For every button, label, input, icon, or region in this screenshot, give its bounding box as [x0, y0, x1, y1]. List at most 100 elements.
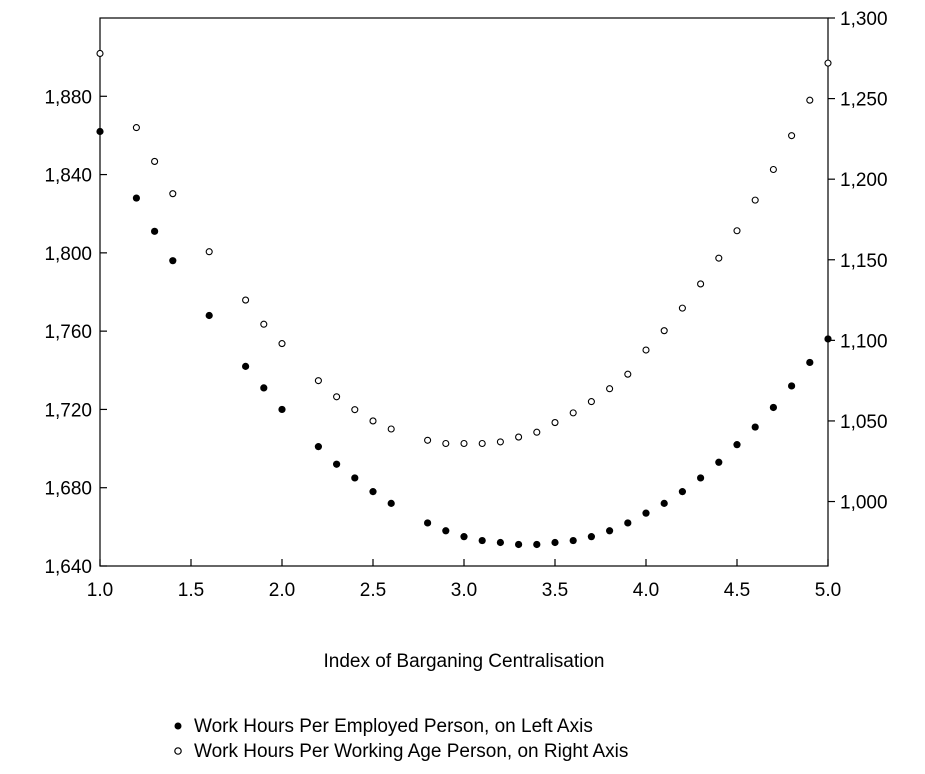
left-y-tick-label: 1,800: [44, 244, 92, 265]
employed-hours-point: [606, 527, 614, 535]
employed-hours-point: [96, 127, 104, 136]
working-age-hours-point: [769, 165, 777, 174]
employed-hours-point: [678, 488, 687, 496]
working-age-hours-point: [697, 280, 705, 288]
legend-marker-open: [174, 747, 182, 755]
left-y-tick-label: 1,640: [44, 557, 92, 578]
legend-label-left-series: Work Hours Per Employed Person, on Left …: [194, 716, 593, 737]
working-age-hours-point: [715, 254, 723, 262]
right-y-tick-label: 1,250: [840, 90, 888, 111]
employed-hours-point: [587, 533, 596, 541]
right-y-tick-label: 1,100: [840, 331, 888, 352]
legend-marker-filled: [174, 722, 182, 730]
employed-hours-point: [151, 227, 159, 235]
x-axis-title: Index of Barganing Centralisation: [324, 651, 605, 672]
left-y-tick-label: 1,880: [44, 87, 92, 108]
working-age-hours-point: [606, 385, 614, 393]
employed-hours-point: [333, 460, 341, 468]
employed-hours-point: [387, 499, 395, 507]
working-age-hours-point: [132, 124, 140, 132]
working-age-hours-point: [678, 304, 686, 312]
working-age-hours-point: [242, 296, 250, 304]
working-age-hours-point: [751, 196, 759, 204]
working-age-hours-point: [387, 425, 395, 433]
working-age-hours-point: [733, 227, 741, 235]
employed-hours-point: [132, 194, 140, 202]
x-tick-label: 1.5: [178, 580, 204, 601]
employed-hours-point: [569, 536, 577, 545]
working-age-hours-point: [96, 49, 104, 58]
working-age-hours-point: [260, 320, 268, 328]
x-tick-label: 3.5: [542, 580, 568, 601]
working-age-hours-point: [515, 433, 523, 441]
x-tick-label: 3.0: [451, 580, 477, 601]
right-y-tick-label: 1,050: [840, 412, 888, 433]
working-age-hours-point: [333, 393, 341, 401]
employed-hours-point: [551, 538, 559, 547]
plot-frame: [99, 17, 829, 567]
right-y-tick-label: 1,000: [840, 493, 888, 514]
left-y-tick-label: 1,720: [44, 400, 92, 421]
legend: Work Hours Per Employed Person, on Left …: [174, 716, 628, 762]
employed-hours-point: [806, 358, 814, 367]
right-y-tick-label: 1,150: [840, 251, 888, 272]
marks-layer: [96, 49, 832, 549]
working-age-hours-point: [587, 398, 595, 406]
working-age-hours-point: [314, 377, 322, 385]
employed-hours-point: [660, 499, 668, 507]
working-age-hours-point: [551, 419, 559, 427]
employed-hours-point: [314, 443, 322, 451]
employed-hours-point: [715, 458, 723, 466]
x-tick-label: 4.0: [633, 580, 659, 601]
working-age-hours-point: [151, 157, 159, 165]
left-y-tick-label: 1,840: [44, 166, 92, 187]
employed-hours-point: [733, 441, 741, 449]
working-age-hours-point: [788, 132, 796, 140]
employed-hours-point: [515, 540, 523, 549]
employed-hours-point: [533, 540, 541, 549]
left-y-tick-label: 1,680: [44, 479, 92, 500]
employed-hours-point: [351, 474, 359, 482]
left-y-tick-label: 1,760: [44, 322, 92, 343]
employed-hours-point: [278, 405, 286, 414]
employed-hours-point: [242, 362, 250, 370]
working-age-hours-point: [824, 59, 832, 67]
employed-hours-point: [260, 384, 268, 392]
working-age-hours-point: [205, 248, 213, 256]
employed-hours-point: [769, 403, 778, 412]
working-age-hours-point: [569, 409, 577, 417]
employed-hours-point: [496, 538, 504, 547]
working-age-hours-point: [660, 327, 668, 335]
working-age-hours-point: [442, 439, 450, 448]
working-age-hours-point: [460, 439, 468, 448]
employed-hours-point: [624, 519, 632, 527]
right-y-tick-label: 1,300: [840, 9, 888, 30]
working-age-hours-point: [369, 417, 377, 425]
working-age-hours-point: [478, 439, 486, 448]
x-tick-label: 4.5: [724, 580, 750, 601]
working-age-hours-point: [424, 436, 432, 444]
employed-hours-point: [369, 488, 377, 496]
working-age-hours-point: [642, 346, 650, 354]
x-tick-label: 1.0: [87, 580, 113, 601]
employed-hours-point: [642, 509, 650, 517]
employed-hours-point: [824, 335, 832, 343]
employed-hours-point: [169, 257, 177, 265]
working-age-hours-point: [351, 406, 359, 414]
x-tick-label: 5.0: [815, 580, 841, 601]
x-tick-label: 2.5: [360, 580, 386, 601]
employed-hours-point: [205, 311, 213, 320]
x-tick-label: 2.0: [269, 580, 295, 601]
employed-hours-point: [751, 423, 759, 431]
working-age-hours-point: [278, 340, 286, 348]
right-y-tick-label: 1,200: [840, 170, 888, 191]
working-age-hours-point: [624, 370, 632, 378]
employed-hours-point: [460, 533, 468, 541]
employed-hours-point: [442, 527, 450, 535]
ticks-layer: 1.0 1.5 2.0 2.5 3.0 3.5 4.0 4.5 5.0 1,640 1,680 1,7…: [44, 9, 887, 601]
working-age-hours-point: [496, 438, 504, 446]
employed-hours-point: [697, 474, 705, 482]
employed-hours-point: [788, 382, 796, 390]
employed-hours-point: [424, 519, 432, 527]
